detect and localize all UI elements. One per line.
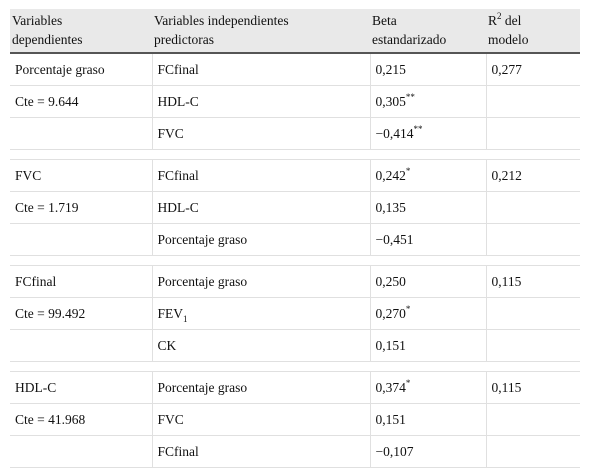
table-body: Porcentaje graso FCfinal 0,215 0,277 Cte = 9… (10, 53, 580, 468)
r2-value: 0,277 (486, 53, 580, 86)
predictor-name: FCfinal (157, 61, 199, 77)
beta-cell: −0,451 (370, 223, 487, 256)
model-constant: Cte = 99.492 (10, 297, 153, 330)
predictor-cell: CK (152, 329, 371, 362)
beta-cell: 0,135 (370, 191, 487, 224)
r2-value: 0,115 (486, 265, 580, 298)
table-row: FCfinal Porcentaje graso 0,250 0,115 (10, 265, 580, 298)
beta-value: 0,242 (375, 167, 406, 183)
significance-marker: * (405, 303, 411, 314)
empty-cell (10, 117, 153, 150)
header-beta: Beta estandarizado (370, 9, 486, 54)
predictor-cell: FCfinal (152, 159, 371, 192)
table-header: Variables dependientes Variables indepen… (10, 9, 580, 54)
empty-cell (486, 403, 580, 436)
predictor-cell: FVC (152, 117, 371, 150)
beta-cell: 0,151 (370, 403, 487, 436)
table-row: Cte = 1.719 HDL-C 0,135 (10, 191, 580, 224)
predictor-name: Porcentaje graso (157, 379, 248, 395)
empty-cell (486, 191, 580, 224)
empty-cell (10, 223, 153, 256)
table-row: FVC FCfinal 0,242* 0,212 (10, 159, 580, 192)
predictor-name: FCfinal (157, 443, 199, 459)
empty-cell (486, 85, 580, 118)
predictor-cell: Porcentaje graso (152, 265, 371, 298)
r2-value: 0,115 (486, 371, 580, 404)
dependent-variable: FVC (10, 159, 153, 192)
beta-value: 0,151 (375, 337, 406, 353)
table-row: Cte = 99.492 FEV1 0,270* (10, 297, 580, 330)
beta-value: −0,107 (375, 443, 414, 459)
header-dependent: Variables dependientes (10, 9, 152, 54)
model-constant: Cte = 1.719 (10, 191, 153, 224)
table-row: CK 0,151 (10, 329, 580, 362)
beta-cell: 0,250 (370, 265, 487, 298)
empty-cell (486, 329, 580, 362)
significance-marker: ** (413, 123, 423, 134)
predictor-subscript: 1 (183, 313, 188, 324)
regression-table: Variables dependientes Variables indepen… (10, 9, 580, 468)
beta-value: 0,305 (375, 93, 406, 109)
predictor-name: FVC (157, 411, 184, 427)
predictor-name: Porcentaje graso (157, 273, 248, 289)
header-r2: R2 del modelo (486, 9, 580, 54)
dependent-variable: HDL-C (10, 371, 153, 404)
predictor-name: HDL-C (157, 199, 199, 215)
dependent-variable: FCfinal (10, 265, 153, 298)
predictor-cell: FCfinal (152, 53, 371, 86)
beta-value: 0,215 (375, 61, 406, 77)
predictor-cell: FEV1 (152, 297, 371, 330)
beta-cell: 0,151 (370, 329, 487, 362)
beta-value: 0,270 (375, 305, 406, 321)
beta-value: −0,451 (375, 231, 414, 247)
model-constant: Cte = 41.968 (10, 403, 153, 436)
empty-cell (486, 223, 580, 256)
beta-value: −0,414 (375, 125, 414, 141)
beta-cell: 0,270* (370, 297, 487, 330)
r2-value: 0,212 (486, 159, 580, 192)
table-row: FVC −0,414** (10, 117, 580, 150)
beta-value: 0,374 (375, 379, 406, 395)
model-constant: Cte = 9.644 (10, 85, 153, 118)
predictor-name: HDL-C (157, 93, 199, 109)
table-row: Porcentaje graso FCfinal 0,215 0,277 (10, 53, 580, 86)
beta-value: 0,135 (375, 199, 406, 215)
group-separator (10, 255, 580, 266)
predictor-name: FCfinal (157, 167, 199, 183)
predictor-cell: Porcentaje graso (152, 223, 371, 256)
table-row: Cte = 41.968 FVC 0,151 (10, 403, 580, 436)
beta-cell: −0,414** (370, 117, 487, 150)
predictor-name: CK (157, 337, 177, 353)
group-separator (10, 361, 580, 372)
header-row: Variables dependientes Variables indepen… (10, 9, 580, 54)
significance-marker: * (405, 377, 411, 388)
dependent-variable: Porcentaje graso (10, 53, 153, 86)
header-independent: Variables independientes predictoras (152, 9, 370, 54)
beta-cell: 0,242* (370, 159, 487, 192)
table-row: HDL-C Porcentaje graso 0,374* 0,115 (10, 371, 580, 404)
predictor-cell: HDL-C (152, 85, 371, 118)
predictor-cell: FVC (152, 403, 371, 436)
empty-cell (486, 117, 580, 150)
predictor-name: Porcentaje graso (157, 231, 248, 247)
beta-value: 0,151 (375, 411, 406, 427)
empty-cell (10, 329, 153, 362)
beta-value: 0,250 (375, 273, 406, 289)
beta-cell: 0,374* (370, 371, 487, 404)
predictor-cell: HDL-C (152, 191, 371, 224)
significance-marker: ** (405, 91, 415, 102)
predictor-name: FVC (157, 125, 184, 141)
predictor-name: FEV (157, 305, 184, 321)
group-separator (10, 149, 580, 160)
table-row: Cte = 9.644 HDL-C 0,305** (10, 85, 580, 118)
empty-cell (486, 297, 580, 330)
predictor-cell: Porcentaje graso (152, 371, 371, 404)
beta-cell: 0,305** (370, 85, 487, 118)
table-row: Porcentaje graso −0,451 (10, 223, 580, 256)
beta-cell: 0,215 (370, 53, 487, 86)
significance-marker: * (405, 165, 411, 176)
